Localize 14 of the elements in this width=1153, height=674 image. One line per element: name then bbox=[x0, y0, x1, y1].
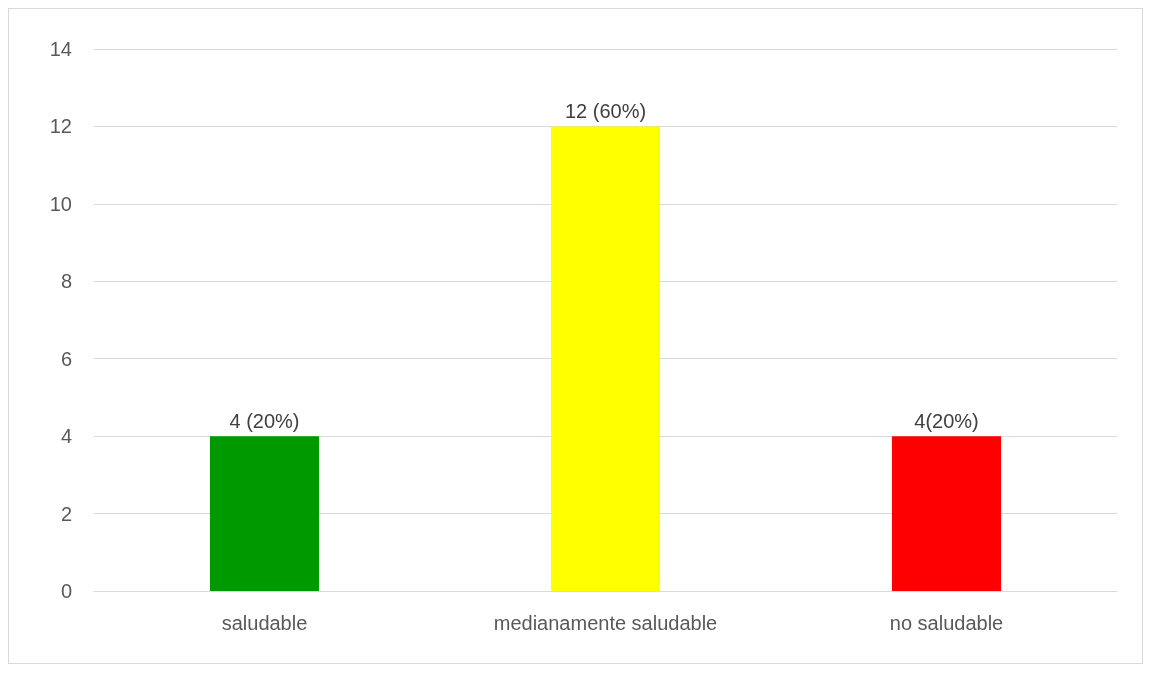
data-label: 4 (20%) bbox=[229, 410, 300, 433]
y-tick-label: 6 bbox=[60, 347, 72, 370]
x-tick-label: no saludable bbox=[889, 612, 1004, 634]
y-tick-label: 2 bbox=[60, 502, 72, 525]
y-tick-label: 14 bbox=[49, 38, 72, 60]
y-tick-label: 10 bbox=[49, 192, 72, 215]
y-tick-label: 8 bbox=[60, 270, 72, 293]
y-tick-label: 4 bbox=[60, 425, 72, 448]
x-tick-label: saludable bbox=[221, 612, 308, 634]
y-tick-label: 12 bbox=[49, 115, 72, 138]
data-label: 4(20%) bbox=[914, 410, 979, 433]
y-tick-label: 0 bbox=[60, 580, 72, 602]
x-tick-label: medianamente saludable bbox=[493, 612, 718, 634]
data-label: 12 (60%) bbox=[564, 100, 647, 123]
